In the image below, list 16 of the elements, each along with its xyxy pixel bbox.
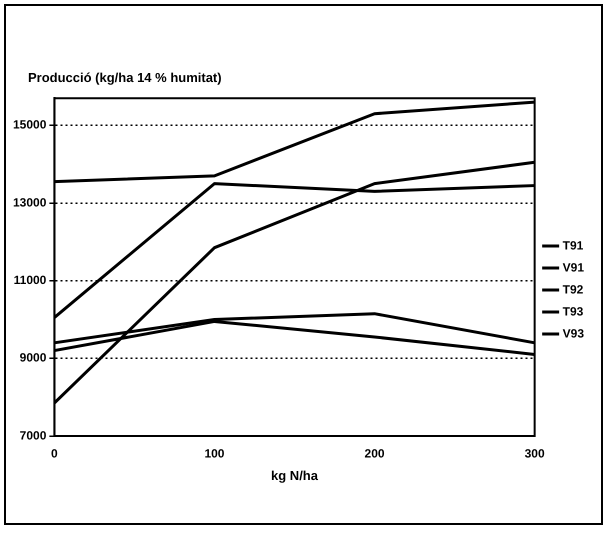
legend-label: V93	[562, 326, 584, 340]
legend-label: T91	[562, 238, 584, 252]
y-tick-label: 9000	[20, 350, 47, 365]
x-tick-label: 0	[51, 446, 58, 461]
y-tick-label: 7000	[20, 428, 47, 442]
y-axis-title: Producció (kg/ha 14 % humitat)	[28, 70, 222, 85]
x-tick-label: 200	[364, 446, 385, 461]
x-axis-title: kg N/ha	[271, 468, 319, 483]
legend-label: V91	[562, 260, 584, 274]
y-tick-label: 15000	[12, 118, 47, 132]
legend-label: T92	[562, 282, 584, 296]
y-tick-label: 11000	[14, 273, 47, 287]
x-tick-label: 300	[524, 446, 545, 461]
x-tick-label: 100	[204, 446, 225, 461]
y-tick-label: 13000	[12, 195, 47, 210]
legend-label: T93	[562, 304, 584, 318]
